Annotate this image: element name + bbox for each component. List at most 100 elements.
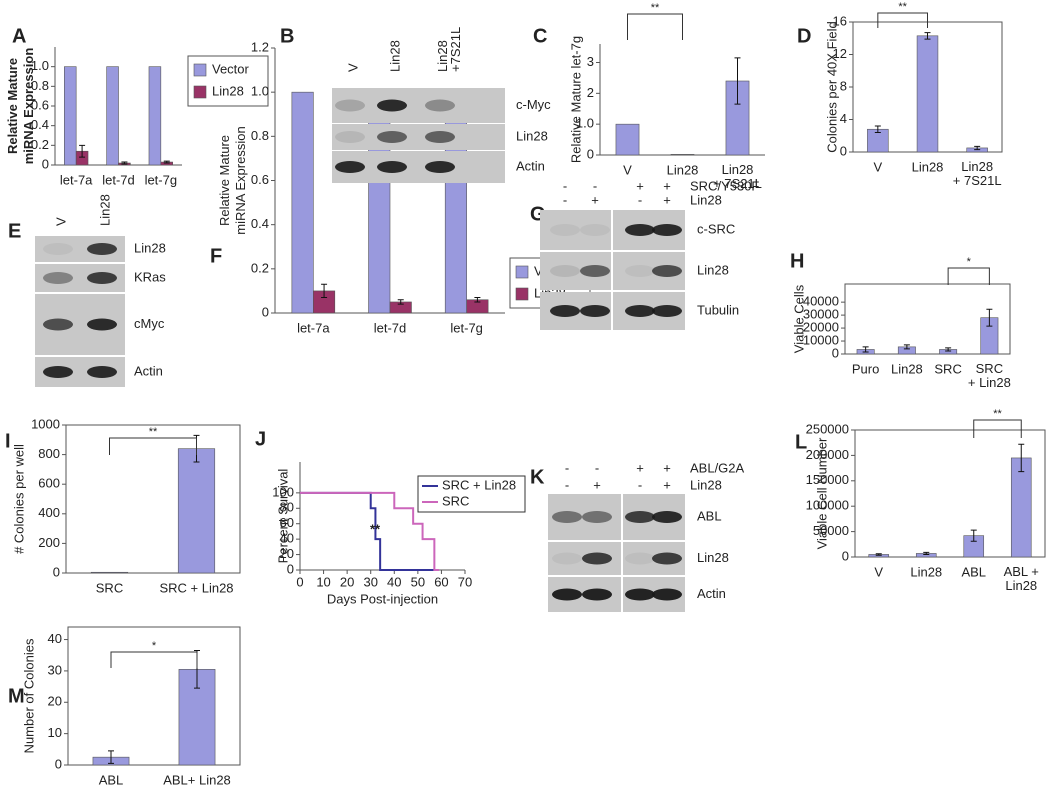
band-label: Lin28 [697,262,729,277]
y-tick-label: 0.4 [31,117,49,132]
panel-letter: I [5,430,11,452]
x-tick-label: let-7g [145,172,178,187]
y-tick-label: 0 [587,146,594,161]
y-axis-label: Viable Cell Number [814,437,829,549]
y-tick-label: 40 [48,631,62,646]
error-bar [474,297,481,303]
condition-label: Lin28 [690,192,722,207]
condition-sign: - [638,477,642,492]
blot-band [377,161,407,173]
significance-bracket [627,13,683,40]
blot-band [582,588,612,601]
lane-label: Lin28 [97,194,112,226]
y-axis-label: Relative MaturemiRNA Expression [5,48,36,165]
text-line: Lin28 [1005,578,1037,593]
x-tick-label: Lin28 [912,159,944,174]
y-tick-label: 0.2 [31,137,49,152]
x-tick-label: 50 [411,574,425,589]
y-tick-label: 12 [833,46,847,61]
panel-letter: M [8,685,25,707]
blot-strip [332,88,505,123]
legend-box [417,475,526,513]
y-tick-label: 1000 [31,416,60,431]
blot-band [625,305,655,317]
band-label: Tubulin [697,302,739,317]
condition-label: SRC/Y530F [690,178,759,193]
y-tick-label: 1.0 [31,58,49,73]
y-tick-label: 1.0 [251,84,269,99]
y-axis-label: Relative Mature let-7g [568,36,583,163]
blot-band [377,131,407,143]
y-tick-label: 100000 [806,498,849,513]
x-tick-label: let-7d [374,320,407,335]
blot-band [43,272,73,284]
x-tick-label: 40 [387,574,401,589]
error-bar [945,347,952,352]
error-bar [163,160,170,164]
legend-label: SRC + Lin28 [442,477,516,492]
panel-letter: J [255,428,266,450]
panel-letter: C [533,25,547,47]
condition-sign: - [593,178,597,193]
condition-sign: - [638,192,642,207]
x-tick-label: Lin28 [891,361,923,376]
survival-line [300,491,440,571]
y-tick-label: 100 [272,484,294,499]
band-label: c-Myc [516,97,551,112]
significance-label: ** [149,426,158,438]
blot-band [87,272,117,284]
panel-letter: A [12,25,26,47]
y-tick-label: 3 [587,54,594,69]
band-label: Lin28 [697,550,729,565]
blot-strip [332,124,505,150]
band-label: ABL [697,508,722,523]
x-tick-label: 20 [340,574,354,589]
y-tick-label: 30000 [803,307,839,322]
condition-sign: + [593,477,601,492]
text-line: Relative Mature [5,58,20,154]
panel-letter: H [790,250,804,272]
blot-band [43,318,73,331]
y-tick-label: 20000 [803,320,839,335]
lane-label: V [53,217,68,226]
x-tick-label: Lin28 [910,564,942,579]
blot-band [625,552,655,565]
bar [615,123,640,156]
blot-band [582,552,612,565]
text-line: Lin28 [961,159,993,174]
y-tick-label: 0 [287,561,294,576]
blot-band [652,552,682,565]
blot-band [625,224,655,236]
band-label: cMyc [134,316,165,331]
blot-band [625,588,655,601]
y-tick-label: 1.0 [576,116,594,131]
x-tick-label: SRC + Lin28 [159,580,233,595]
error-bar [970,529,977,542]
blot-band [652,224,682,236]
blot-band [550,265,580,277]
error-bar [79,144,86,158]
bar [64,66,77,166]
error-bar [874,125,881,133]
legend-swatch [515,287,529,301]
y-tick-label: 400 [38,505,60,520]
text-line: + Lin28 [968,375,1011,390]
blot-band [552,552,582,565]
error-bar [986,308,993,327]
band-label: Lin28 [516,128,548,143]
blot-band [625,511,655,523]
annotation: ** [370,521,381,536]
x-tick-label: SRC [934,361,961,376]
bar [106,66,119,166]
legend-label: Vector [212,61,250,76]
error-bar [875,553,882,556]
significance-bracket [877,12,928,28]
condition-sign: - [565,460,569,475]
y-tick-label: 0.6 [31,97,49,112]
x-tick-label: ABL+ Lin28 [163,772,231,787]
error-bar [108,750,114,764]
error-bar [734,57,741,105]
text-line: Lin28 [722,162,754,177]
